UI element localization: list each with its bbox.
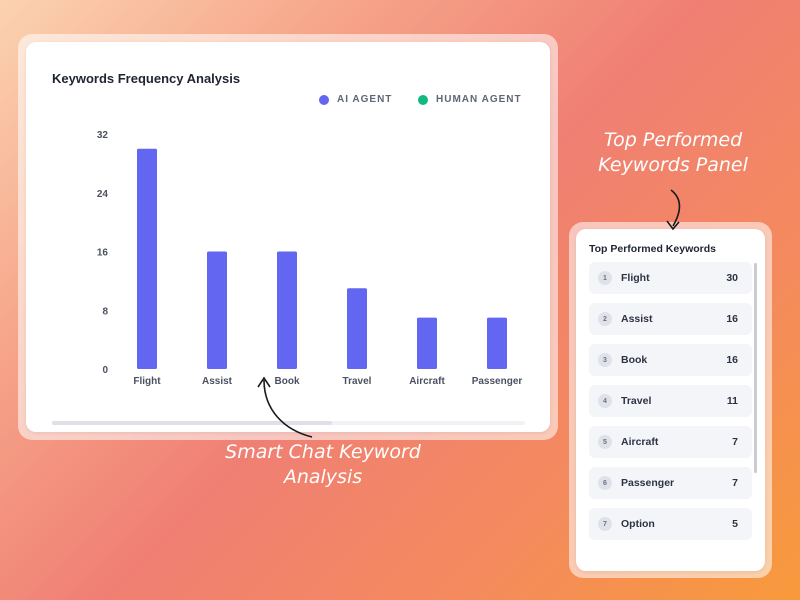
keyword-label: Flight (621, 272, 650, 284)
x-tick-label: Passenger (472, 376, 523, 387)
keyword-rank-badge: 7 (598, 517, 612, 531)
bar-flight[interactable] (137, 148, 157, 369)
keyword-row[interactable]: 2 Assist 16 (589, 303, 752, 335)
chart-scrollbar-thumb[interactable] (52, 421, 332, 425)
keyword-count: 7 (732, 477, 738, 489)
keyword-label: Travel (621, 395, 652, 407)
keyword-rank-badge: 6 (598, 476, 612, 490)
keyword-rank-badge: 3 (598, 353, 612, 367)
x-tick-label: Aircraft (409, 376, 445, 387)
x-tick-label: Travel (343, 376, 372, 387)
y-tick-label: 24 (97, 189, 109, 200)
keyword-row[interactable]: 3 Book 16 (589, 344, 752, 376)
keyword-rank-badge: 1 (598, 271, 612, 285)
legend-label-ai-agent: AI AGENT (337, 94, 393, 105)
keyword-rank-badge: 4 (598, 394, 612, 408)
bar-chart: 0 8 16 24 32 Flight Assist Book Travel Aircraft Pa… (97, 130, 523, 387)
bar-passenger[interactable] (487, 317, 507, 369)
chart-title: Keywords Frequency Analysis (52, 71, 241, 86)
annotation-chart: Smart Chat Keyword Analysis (225, 441, 421, 488)
keyword-count: 11 (726, 395, 738, 407)
keyword-label: Assist (621, 313, 653, 325)
arrow-to-panel-icon (670, 189, 681, 227)
keyword-row[interactable]: 6 Passenger 7 (589, 467, 752, 499)
keyword-count: 7 (732, 436, 738, 448)
y-tick-label: 0 (102, 365, 108, 376)
keyword-rank-badge: 5 (598, 435, 612, 449)
panel-scrollbar[interactable] (754, 263, 757, 473)
keyword-label: Aircraft (621, 436, 659, 448)
keyword-row[interactable]: 1 Flight 30 (589, 262, 752, 294)
keyword-count: 30 (726, 272, 738, 284)
x-tick-label: Book (275, 376, 300, 387)
y-tick-label: 16 (97, 248, 109, 259)
keyword-label: Book (621, 354, 648, 366)
keyword-rank-badge: 2 (598, 312, 612, 326)
legend-item-ai-agent[interactable]: AI AGENT (319, 94, 392, 105)
annotation-panel: Top Performed Keywords Panel (598, 129, 748, 176)
panel-title: Top Performed Keywords (589, 243, 716, 255)
bar-travel[interactable] (347, 288, 367, 369)
x-tick-label: Assist (202, 376, 233, 387)
keyword-count: 16 (726, 313, 738, 325)
y-tick-label: 8 (102, 306, 108, 317)
keyword-count: 16 (726, 354, 738, 366)
keyword-row[interactable]: 5 Aircraft 7 (589, 426, 752, 458)
bar-aircraft[interactable] (417, 317, 437, 369)
bar-assist[interactable] (207, 251, 227, 370)
legend-dot-ai-agent (319, 94, 329, 105)
legend-dot-human-agent (418, 94, 428, 105)
keyword-row[interactable]: 7 Option 5 (589, 508, 752, 540)
top-keywords-panel: Top Performed Keywords 1 Flight 30 2 Assist 1… (576, 229, 765, 571)
y-tick-label: 32 (97, 130, 109, 141)
legend-label-human-agent: HUMAN AGENT (436, 94, 522, 105)
x-tick-label: Flight (133, 376, 161, 387)
keyword-count: 5 (732, 518, 738, 530)
bar-book[interactable] (277, 251, 297, 370)
keyword-row[interactable]: 4 Travel 11 (589, 385, 752, 417)
keyword-label: Passenger (621, 477, 675, 489)
keywords-frequency-card: Keywords Frequency Analysis AI AGENT HUM… (26, 42, 550, 432)
legend-item-human-agent[interactable]: HUMAN AGENT (418, 94, 522, 105)
keyword-label: Option (621, 518, 655, 530)
